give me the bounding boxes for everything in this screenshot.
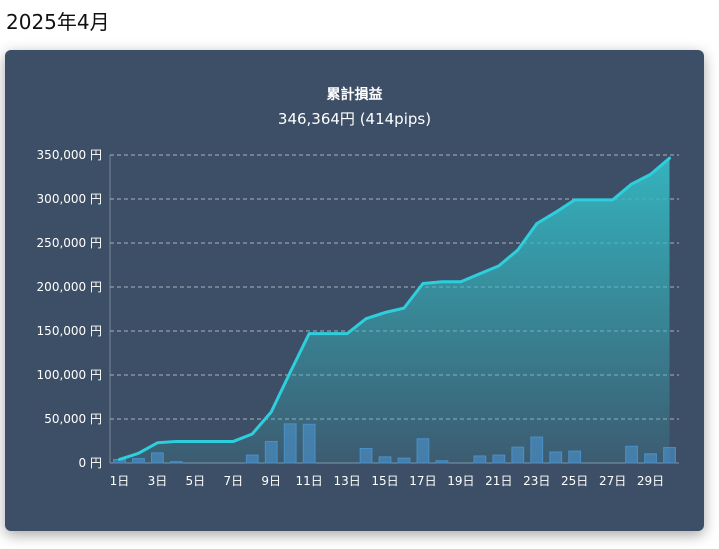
y-tick-label: 350,000 円 <box>37 148 102 162</box>
bar[interactable] <box>132 458 145 464</box>
y-tick-label: 250,000 円 <box>37 236 102 250</box>
bar[interactable] <box>416 438 430 464</box>
x-tick-label: 9日 <box>261 474 281 488</box>
y-tick-label: 0 円 <box>79 456 102 470</box>
y-tick-label: 150,000 円 <box>37 324 102 338</box>
bar[interactable] <box>151 452 164 464</box>
x-tick-label: 7日 <box>223 474 243 488</box>
bar[interactable] <box>170 461 183 464</box>
bar-series <box>113 423 676 464</box>
bar[interactable] <box>549 451 563 464</box>
x-tick-label: 25日 <box>561 474 588 488</box>
bar[interactable] <box>511 446 525 464</box>
x-tick-label: 21日 <box>485 474 512 488</box>
bar[interactable] <box>492 454 506 464</box>
line-series <box>117 156 672 461</box>
bar[interactable] <box>568 450 582 464</box>
bar[interactable] <box>625 445 638 464</box>
page-title: 2025年4月 <box>6 10 110 34</box>
x-tick-label: 19日 <box>447 474 474 488</box>
bar[interactable] <box>302 423 316 464</box>
x-tick-label: 27日 <box>599 474 626 488</box>
y-tick-label: 300,000 円 <box>37 192 102 206</box>
x-tick-label: 17日 <box>409 474 436 488</box>
bar[interactable] <box>359 447 373 464</box>
y-tick-label: 50,000 円 <box>44 412 102 426</box>
bar[interactable] <box>530 436 544 464</box>
cumulative-profit-chart: 0 円 50,000 円 100,000 円 150,000 円 200,000 円 25… <box>37 148 679 488</box>
bar[interactable] <box>283 423 297 464</box>
bar[interactable] <box>473 455 487 464</box>
bar[interactable] <box>245 454 259 464</box>
y-tick-label: 200,000 円 <box>37 280 102 294</box>
bar[interactable] <box>663 447 676 464</box>
chart-card: 累計損益 346,364円 (414pips) 0 円 50,000 円 100,0… <box>5 50 704 531</box>
y-tick-label: 100,000 円 <box>37 368 102 382</box>
x-tick-label: 5日 <box>186 474 206 488</box>
x-tick-label: 1日 <box>110 474 130 488</box>
bar[interactable] <box>378 456 392 464</box>
bar[interactable] <box>644 453 657 464</box>
cumulative-line[interactable] <box>117 156 672 461</box>
chart-subtitle: 346,364円 (414pips) <box>277 110 432 128</box>
x-tick-label: 11日 <box>296 474 323 488</box>
x-tick-label: 23日 <box>523 474 550 488</box>
x-tick-label: 15日 <box>371 474 398 488</box>
bar[interactable] <box>435 460 449 464</box>
bar[interactable] <box>264 440 278 464</box>
x-tick-label: 3日 <box>148 474 168 488</box>
x-axis-ticks: 1日 3日 5日 7日 9日 11日 13日 15日 17日 19日 21日 23日 25日 27日 29日 <box>110 474 665 488</box>
x-tick-label: 29日 <box>637 474 664 488</box>
y-axis-ticks: 0 円 50,000 円 100,000 円 150,000 円 200,000 円 25… <box>37 148 102 470</box>
bar[interactable] <box>397 457 411 464</box>
x-tick-label: 13日 <box>333 474 360 488</box>
chart-title: 累計損益 <box>326 87 383 103</box>
